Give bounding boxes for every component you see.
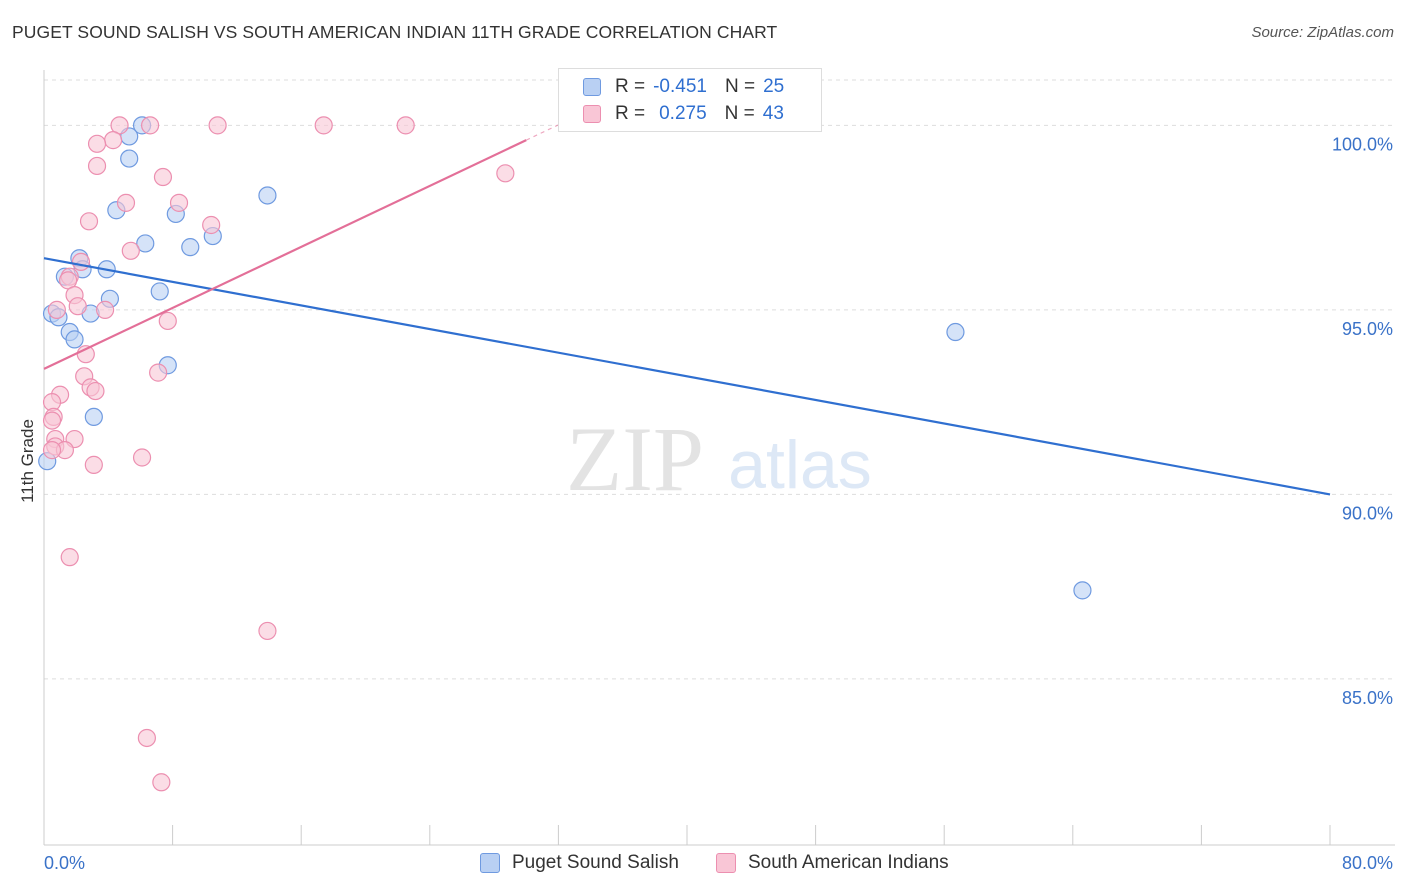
x-tick-label: 0.0% — [44, 853, 85, 873]
point-south-american-indians — [152, 773, 171, 792]
legend-r-label: R = — [615, 103, 646, 124]
legend-swatch-pink — [583, 105, 601, 123]
y-tick-label: 85.0% — [1342, 688, 1393, 708]
x-tick-label: 80.0% — [1342, 853, 1393, 873]
point-south-american-indians — [95, 300, 115, 319]
point-south-american-indians — [396, 116, 415, 135]
point-puget-sound-salish — [181, 238, 200, 257]
watermark: ZIP atlas — [566, 408, 872, 510]
point-south-american-indians — [42, 441, 62, 460]
point-south-american-indians — [68, 297, 87, 316]
chart-title: PUGET SOUND SALISH VS SOUTH AMERICAN IND… — [12, 22, 778, 42]
tick-labels: 100.0% 95.0% 90.0% 85.0% 0.0% 80.0% — [44, 134, 1393, 873]
point-south-american-indians — [149, 363, 168, 382]
point-puget-sound-salish — [1073, 581, 1092, 600]
point-south-american-indians — [71, 252, 91, 272]
point-puget-sound-salish — [65, 330, 84, 349]
point-south-american-indians — [258, 621, 277, 641]
point-south-american-indians — [87, 156, 107, 176]
legend-n-value: 43 — [762, 103, 784, 124]
point-south-american-indians — [208, 116, 227, 135]
correlation-legend: R = -0.451 N = 25 R = 0.275 N = 43 — [558, 68, 822, 132]
point-south-american-indians — [121, 241, 140, 260]
legend-n-label: N = — [724, 103, 755, 124]
point-south-american-indians — [79, 212, 99, 231]
point-south-american-indians — [153, 167, 173, 187]
point-south-american-indians — [140, 116, 160, 135]
point-puget-sound-salish — [946, 322, 965, 342]
point-south-american-indians — [314, 116, 333, 135]
series-legend-label: Puget Sound Salish — [512, 852, 679, 873]
point-south-american-indians — [60, 548, 79, 567]
y-axis-label: 11th Grade — [18, 419, 37, 503]
grid-lines — [44, 79, 1395, 680]
series-legend-puget-sound-salish[interactable]: Puget Sound Salish — [480, 852, 679, 874]
point-puget-sound-salish — [150, 282, 169, 301]
trend-lines — [43, 124, 1331, 496]
legend-n-label: N = — [724, 76, 756, 97]
legend-row-pink: R = 0.275 N = 43 — [583, 101, 784, 127]
legend-swatch-blue — [480, 853, 500, 873]
legend-n-value: 25 — [763, 76, 785, 97]
trend-line-extension — [525, 124, 559, 141]
legend-r-label: R = — [615, 76, 646, 97]
point-south-american-indians — [202, 215, 221, 235]
watermark-atlas: atlas — [728, 427, 872, 503]
legend-row-blue: R = -0.451 N = 25 — [583, 74, 784, 100]
series-legend-south-american-indians[interactable]: South American Indians — [716, 852, 949, 874]
point-south-american-indians — [158, 311, 177, 331]
legend-r-value: -0.451 — [653, 76, 707, 97]
point-south-american-indians — [137, 728, 156, 748]
watermark-zip: ZIP — [566, 408, 704, 510]
legend-swatch-pink — [716, 853, 736, 873]
point-puget-sound-salish — [120, 149, 139, 168]
point-south-american-indians — [104, 131, 123, 150]
point-south-american-indians — [86, 381, 105, 401]
point-south-american-indians — [132, 448, 152, 467]
legend-swatch-blue — [583, 78, 601, 96]
trend-line-puget-sound-salish — [43, 257, 1331, 496]
point-south-american-indians — [169, 193, 189, 212]
point-puget-sound-salish — [84, 407, 103, 427]
trend-line-south-american-indians — [43, 139, 527, 370]
point-south-american-indians — [116, 193, 136, 212]
point-puget-sound-salish — [258, 186, 277, 205]
series-legend: Puget Sound Salish South American Indian… — [0, 852, 1406, 878]
legend-r-value: 0.275 — [659, 103, 707, 124]
y-tick-label: 95.0% — [1342, 319, 1393, 339]
series-legend-label: South American Indians — [748, 852, 949, 873]
point-south-american-indians — [47, 300, 66, 319]
point-south-american-indians — [87, 134, 107, 153]
point-south-american-indians — [42, 411, 62, 430]
y-tick-label: 90.0% — [1342, 503, 1393, 523]
data-points — [38, 116, 1092, 792]
chart-source: Source: ZipAtlas.com — [1251, 24, 1394, 41]
point-puget-sound-salish — [136, 234, 155, 253]
axes — [43, 70, 1395, 846]
point-south-american-indians — [84, 455, 103, 474]
y-tick-label: 100.0% — [1332, 134, 1393, 154]
point-south-american-indians — [496, 164, 515, 183]
